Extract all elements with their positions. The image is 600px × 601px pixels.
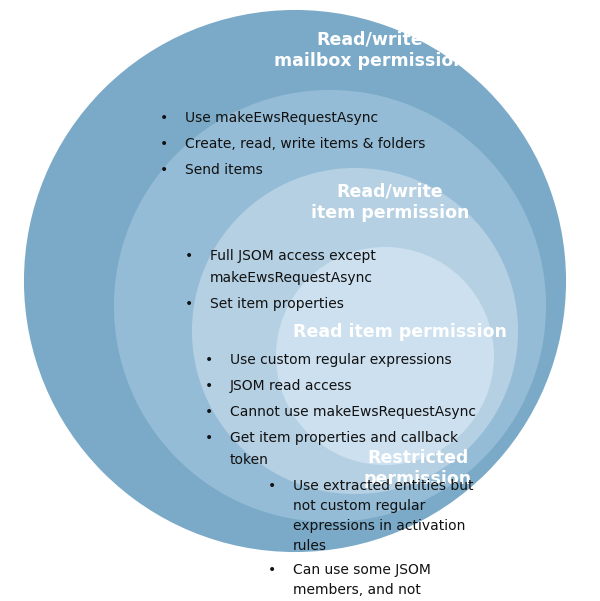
Text: •: • — [160, 163, 168, 177]
Text: •: • — [268, 479, 276, 493]
Text: Get item properties and callback: Get item properties and callback — [230, 431, 458, 445]
Text: not custom regular: not custom regular — [293, 499, 425, 513]
Text: Use custom regular expressions: Use custom regular expressions — [230, 353, 452, 367]
Text: •: • — [185, 249, 193, 263]
Text: •: • — [205, 405, 213, 419]
Text: Read/write
item permission: Read/write item permission — [311, 183, 469, 222]
Text: •: • — [205, 353, 213, 367]
Text: Use makeEwsRequestAsync: Use makeEwsRequestAsync — [185, 111, 378, 125]
Text: JSOM read access: JSOM read access — [230, 379, 353, 393]
Circle shape — [25, 11, 565, 551]
Text: Cannot use makeEwsRequestAsync: Cannot use makeEwsRequestAsync — [230, 405, 476, 419]
Text: •: • — [268, 563, 276, 577]
Text: •: • — [185, 297, 193, 311]
Text: Read item permission: Read item permission — [293, 323, 507, 341]
Text: members, and not: members, and not — [293, 583, 421, 597]
Text: Restricted
permission: Restricted permission — [364, 449, 472, 488]
Circle shape — [115, 91, 545, 521]
Text: •: • — [205, 431, 213, 445]
Text: expressions in activation: expressions in activation — [293, 519, 466, 533]
Text: rules: rules — [293, 539, 327, 553]
Text: Set item properties: Set item properties — [210, 297, 344, 311]
Text: •: • — [205, 379, 213, 393]
Text: Can use some JSOM: Can use some JSOM — [293, 563, 431, 577]
Text: Full JSOM access except: Full JSOM access except — [210, 249, 376, 263]
Text: •: • — [160, 137, 168, 151]
Text: Read/write
mailbox permission: Read/write mailbox permission — [274, 31, 466, 70]
Text: token: token — [230, 453, 269, 467]
Text: •: • — [160, 111, 168, 125]
Text: Send items: Send items — [185, 163, 263, 177]
Text: makeEwsRequestAsync: makeEwsRequestAsync — [210, 271, 373, 285]
Circle shape — [277, 248, 493, 464]
Text: Create, read, write items & folders: Create, read, write items & folders — [185, 137, 425, 151]
Text: Use extracted entities but: Use extracted entities but — [293, 479, 473, 493]
Circle shape — [193, 169, 517, 493]
